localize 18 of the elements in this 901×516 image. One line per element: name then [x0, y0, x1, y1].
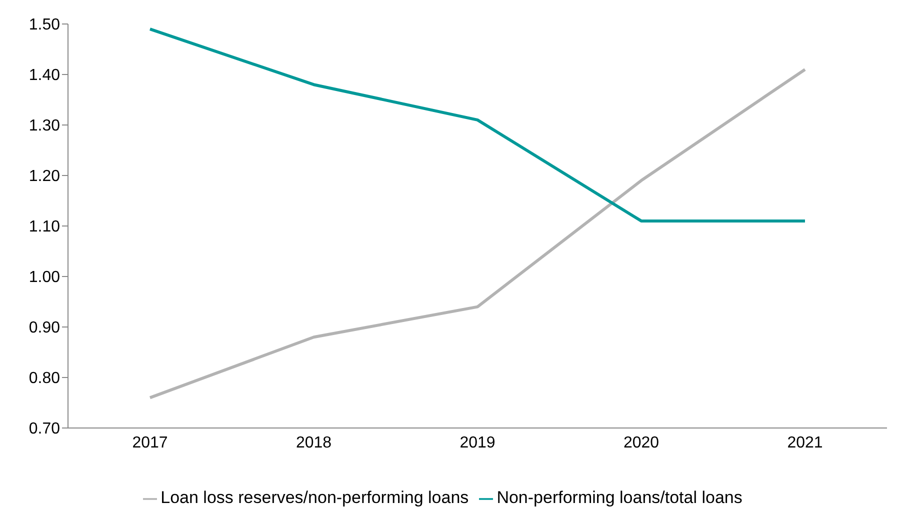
legend-label: Loan loss reserves/non-performing loans	[160, 488, 469, 507]
y-tick-label: 1.10	[28, 218, 60, 236]
x-tick-label: 2018	[296, 434, 332, 452]
y-tick-label: 1.40	[28, 67, 60, 84]
y-tick-label: 1.00	[28, 269, 60, 286]
y-tick-label: 1.30	[28, 118, 60, 135]
line-series	[148, 28, 806, 222]
x-tick-label: 2021	[787, 434, 823, 452]
y-tick-label: 0.90	[28, 320, 60, 337]
y-tick-label: 1.20	[28, 168, 60, 186]
x-tick-label: 2020	[623, 434, 660, 452]
y-tick-label: 1.50	[28, 16, 60, 34]
y-tick-label: 0.80	[28, 370, 60, 388]
x-tick-label: 2017	[132, 434, 168, 452]
y-tick-label: 0.70	[28, 420, 60, 438]
line-series	[148, 68, 806, 400]
legend-label: Non-performing loans/total loans	[496, 488, 742, 507]
x-tick-label: 2019	[460, 434, 496, 452]
